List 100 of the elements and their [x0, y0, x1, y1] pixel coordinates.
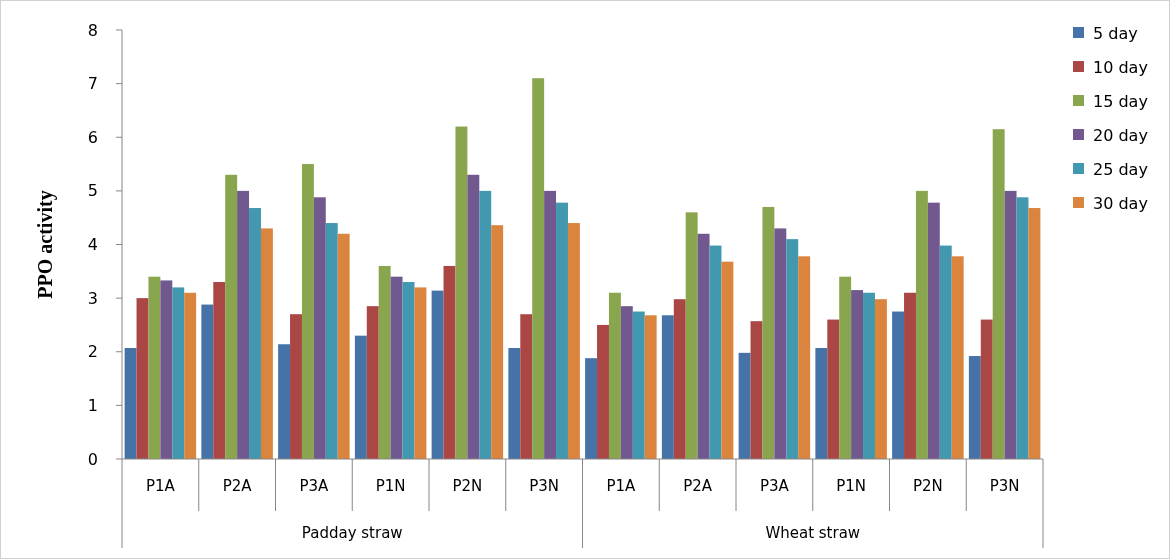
bar — [904, 292, 916, 459]
bar — [455, 126, 468, 459]
bar — [260, 228, 273, 459]
bar — [892, 311, 905, 459]
bar — [290, 314, 302, 459]
bar — [939, 245, 952, 459]
bar — [366, 306, 379, 459]
bar — [532, 78, 545, 459]
y-tick-label: 2 — [87, 342, 98, 362]
x-tick-label: P2N — [912, 477, 943, 495]
bar — [136, 298, 149, 459]
y-axis-title: PPO activity — [34, 190, 57, 299]
bar — [697, 233, 710, 459]
x-tick-label: P3A — [759, 477, 790, 495]
bar — [1028, 208, 1041, 459]
bar — [508, 348, 521, 459]
bar — [992, 129, 1005, 459]
bar — [544, 190, 557, 459]
bar — [491, 225, 504, 459]
y-tick-label: 6 — [87, 127, 98, 147]
bar — [237, 190, 250, 459]
bar — [661, 315, 674, 459]
x-tick-label: P1N — [375, 477, 406, 495]
bar — [431, 290, 444, 459]
bar — [313, 197, 326, 459]
y-tick-label: 3 — [87, 288, 98, 308]
bar — [378, 265, 391, 459]
bar — [467, 174, 480, 459]
text: Padday straw — [301, 524, 403, 542]
bar — [520, 314, 533, 459]
bar — [354, 335, 367, 459]
bar — [124, 348, 137, 459]
bar — [301, 164, 314, 459]
bar — [632, 311, 645, 459]
y-tick-label: 0 — [87, 449, 98, 469]
x-tick-label: P1N — [836, 477, 867, 495]
bar — [721, 261, 734, 459]
y-tick-label: 1 — [87, 395, 98, 415]
legend-label: 15 day — [1093, 91, 1148, 111]
x-tick-label: P3N — [989, 477, 1020, 495]
bar — [927, 202, 940, 459]
bar — [951, 256, 964, 459]
bar — [567, 223, 580, 459]
bar — [402, 282, 415, 459]
y-tick-label: 7 — [87, 74, 98, 94]
bar — [644, 315, 657, 459]
bar — [798, 256, 811, 459]
bar — [479, 190, 492, 459]
bar — [980, 319, 993, 459]
bar — [184, 292, 197, 459]
bar — [278, 344, 291, 459]
bar — [839, 276, 852, 459]
bar — [585, 358, 598, 459]
bar — [1016, 197, 1029, 459]
bar — [762, 206, 775, 459]
legend-label: 25 day — [1093, 159, 1148, 179]
x-tick-label: P1A — [606, 477, 637, 495]
bar — [148, 276, 161, 459]
bar — [608, 292, 621, 459]
bar — [443, 265, 456, 459]
y-tick-label: 4 — [87, 235, 98, 255]
bar — [201, 304, 214, 459]
y-tick-label: 8 — [87, 20, 98, 40]
bar — [172, 287, 185, 459]
bar — [738, 352, 751, 459]
x-tick-label: P1A — [145, 477, 176, 495]
bar — [414, 287, 427, 459]
x-tick-label: P3A — [299, 477, 330, 495]
bar — [390, 276, 403, 459]
x-tick-label: P2A — [222, 477, 253, 495]
x-tick-label: P2A — [683, 477, 713, 495]
bar — [225, 174, 238, 459]
bar — [556, 202, 568, 459]
bar — [249, 208, 261, 459]
bar — [1004, 190, 1017, 459]
bar — [851, 290, 864, 459]
bar — [915, 190, 928, 459]
bar — [325, 223, 338, 459]
x-tick-label: P2N — [452, 477, 483, 495]
bar — [968, 356, 981, 459]
text: Wheat straw — [765, 524, 861, 542]
bar — [213, 282, 226, 459]
bar — [160, 280, 173, 459]
legend-label: 5 day — [1093, 23, 1138, 43]
bar — [750, 321, 763, 459]
bar — [673, 299, 686, 459]
x-tick-label: P3N — [529, 477, 560, 495]
bar — [709, 245, 722, 459]
legend-label: 30 day — [1093, 193, 1148, 213]
bar — [827, 319, 840, 459]
bar — [774, 228, 787, 459]
bar — [874, 299, 887, 459]
y-tick-label: 5 — [87, 181, 98, 201]
bar — [597, 324, 609, 459]
bar — [786, 239, 799, 459]
bar — [863, 292, 875, 459]
bar — [620, 306, 633, 459]
bar — [685, 212, 698, 459]
legend-label: 20 day — [1093, 125, 1148, 145]
legend-label: 10 day — [1093, 57, 1148, 77]
